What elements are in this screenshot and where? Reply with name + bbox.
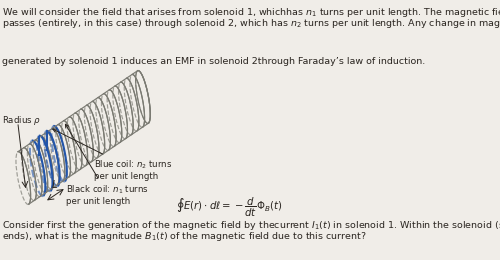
Text: Black coil: $n_1$ turns
per unit length: Black coil: $n_1$ turns per unit length	[66, 124, 149, 206]
Text: passes (entirely, in this case) through solenoid 2, which has $n_2$ turns per un: passes (entirely, in this case) through …	[2, 17, 500, 30]
Text: Radius $\rho$: Radius $\rho$	[2, 114, 41, 127]
Text: We will consider the field that arises from solenoid 1, whichhas $n_1$ turns per: We will consider the field that arises f…	[2, 6, 500, 19]
Text: generated by solenoid 1 induces an EMF in solenoid 2through Faraday’s law of ind: generated by solenoid 1 induces an EMF i…	[2, 57, 426, 66]
Text: Blue coil: $n_2$ turns
per unit length: Blue coil: $n_2$ turns per unit length	[53, 129, 172, 181]
Text: $\oint E(r) \cdot d\ell = -\dfrac{d}{dt}\Phi_B(t)$: $\oint E(r) \cdot d\ell = -\dfrac{d}{dt}…	[176, 196, 282, 219]
Text: Consider first the generation of the magnetic field by thecurrent $I_1(t)$ in so: Consider first the generation of the mag…	[2, 219, 500, 232]
Text: ends), what is the magnitude $B_1(t)$ of the magnetic field due to this current?: ends), what is the magnitude $B_1(t)$ of…	[2, 230, 366, 243]
Text: $L$: $L$	[51, 178, 58, 190]
